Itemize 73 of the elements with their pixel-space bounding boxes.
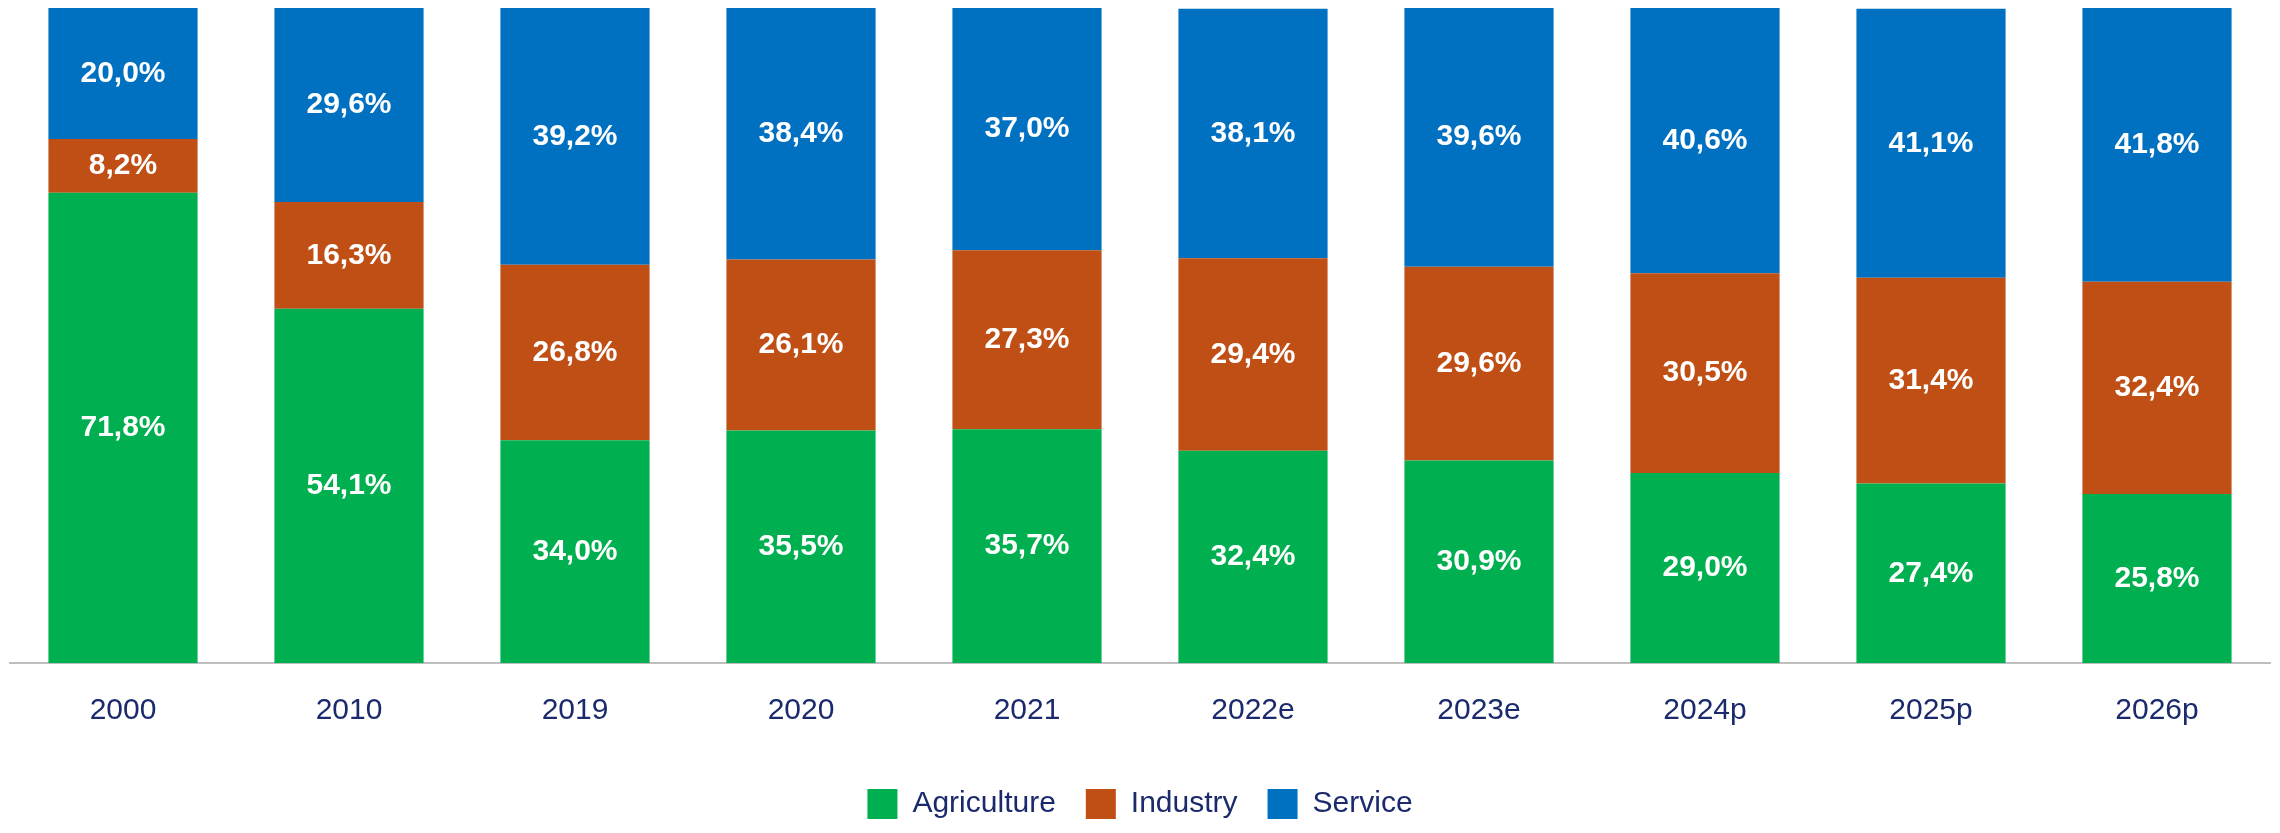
data-label: 30,9% [1436,543,1522,577]
x-tick-label: 2021 [993,692,1061,726]
x-tick-label: 2022e [1211,692,1295,726]
data-label: 35,5% [758,528,844,561]
bar [1404,8,1554,267]
bar [48,192,198,663]
data-label: 32,4% [1210,538,1296,572]
data-label: 29,6% [1436,344,1522,378]
data-label: 38,1% [1210,114,1296,148]
x-tick-label: 2019 [541,692,609,726]
bar [952,250,1102,430]
data-label: 25,8% [2114,559,2200,593]
bar [500,440,650,663]
x-tick-label: 2025p [1889,692,1973,726]
data-label: 35,7% [984,527,1070,561]
data-label: 40,6% [1662,121,1748,155]
data-label: 41,8% [2114,126,2200,160]
x-tick-label: 2026p [2115,692,2199,726]
bar [2082,8,2232,282]
data-label: 16,3% [306,236,392,270]
bar [1178,8,1328,259]
bar [1630,8,1780,274]
data-label: 27,4% [1888,554,1974,588]
bar [274,308,424,663]
data-label: 20,0% [80,54,166,88]
bar [1856,483,2006,663]
bar [952,429,1102,663]
bar [1404,460,1554,663]
bar [2082,494,2232,663]
bar [1404,266,1554,461]
data-label: 29,4% [1210,335,1296,369]
data-label: 38,4% [758,115,844,149]
bar [1630,273,1780,474]
data-label: 8,2% [88,147,158,181]
bar [726,259,876,431]
bar [726,8,876,260]
data-label: 29,0% [1662,549,1748,583]
data-label: 31,4% [1888,361,1974,395]
data-label: 54,1% [306,467,392,501]
x-tick-label: 2000 [89,692,157,726]
bar [726,430,876,663]
x-tick-label: 2023e [1437,692,1521,726]
bar [1856,277,2006,484]
data-label: 30,5% [1662,354,1748,388]
bar [274,8,424,202]
data-label: 39,2% [532,117,618,151]
bar [48,8,198,139]
data-label: 26,1% [758,326,844,360]
data-label: 71,8% [80,409,166,443]
data-label: 34,0% [532,532,618,566]
x-tick-label: 2010 [315,692,383,726]
data-label: 37,0% [984,110,1070,144]
bar [48,139,198,193]
data-label: 27,3% [984,321,1070,355]
bar [1856,8,2006,278]
data-label: 26,8% [532,333,618,367]
data-label: 32,4% [2114,369,2200,403]
bar [1178,450,1328,663]
legend-label: Service [1312,785,1413,819]
bar [500,8,650,265]
x-tick-label: 2020 [767,692,835,726]
legend-label: Industry [1130,785,1238,819]
bar [1178,258,1328,451]
data-label: 39,6% [1436,118,1522,152]
bar [1630,473,1780,663]
x-tick-label: 2024p [1663,692,1747,726]
data-label: 29,6% [306,86,392,120]
bar [952,8,1102,251]
bar [2082,281,2232,495]
legend-label: Agriculture [912,785,1056,819]
bar [274,201,424,309]
bar [500,264,650,441]
data-label: 41,1% [1888,124,1974,158]
